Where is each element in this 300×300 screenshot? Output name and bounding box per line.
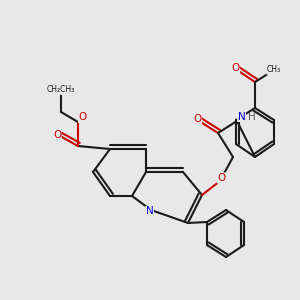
Text: O: O xyxy=(218,173,226,183)
Text: H: H xyxy=(248,112,255,122)
Text: N: N xyxy=(238,112,245,122)
Text: O: O xyxy=(78,112,87,122)
Text: CH₃: CH₃ xyxy=(267,65,281,74)
Text: O: O xyxy=(231,64,240,74)
Text: O: O xyxy=(194,115,202,124)
Text: O: O xyxy=(53,130,61,140)
Text: CH₂CH₃: CH₂CH₃ xyxy=(47,85,75,94)
Text: N: N xyxy=(146,206,153,217)
